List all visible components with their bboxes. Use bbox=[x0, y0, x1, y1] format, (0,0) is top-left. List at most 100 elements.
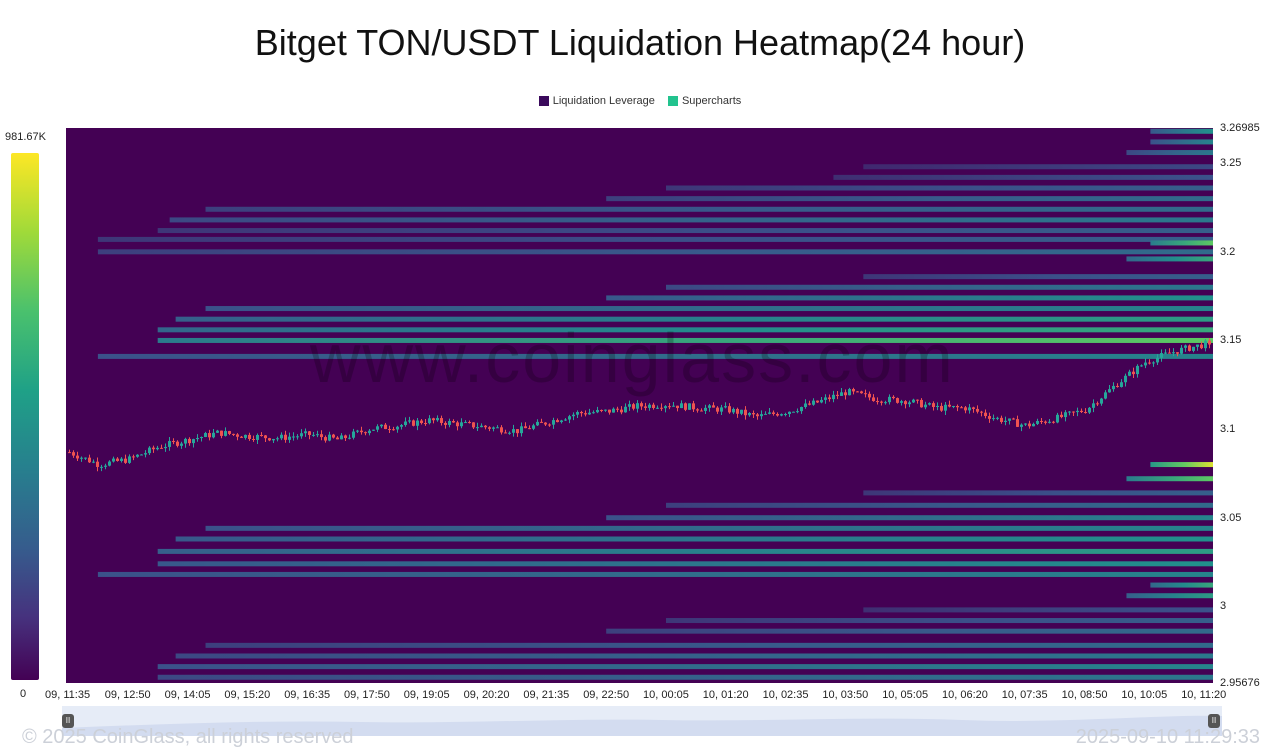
candle-body bbox=[792, 411, 795, 413]
scrollbar-right-handle[interactable]: II bbox=[1208, 714, 1220, 728]
candle-body bbox=[640, 403, 643, 407]
candle-body bbox=[732, 408, 735, 413]
candle-body bbox=[200, 436, 203, 439]
candle-body bbox=[360, 430, 363, 433]
legend-item-liquidation-leverage[interactable]: Liquidation Leverage bbox=[538, 95, 655, 107]
candle-body bbox=[252, 438, 255, 440]
candle-body bbox=[932, 403, 935, 408]
candle-body bbox=[692, 403, 695, 410]
candle-body bbox=[284, 434, 287, 440]
candle-body bbox=[216, 430, 219, 433]
candle-body bbox=[688, 403, 691, 410]
candle-body bbox=[468, 422, 471, 424]
candle-body bbox=[1032, 423, 1035, 427]
candle-body bbox=[1124, 375, 1127, 383]
candle-body bbox=[1140, 365, 1143, 367]
candle-body bbox=[592, 412, 595, 414]
scrollbar-preview bbox=[62, 715, 1222, 736]
candle-body bbox=[456, 422, 459, 427]
heat-band bbox=[1126, 150, 1213, 156]
candle-body bbox=[260, 434, 263, 436]
candle-body bbox=[1060, 414, 1063, 418]
x-tick-label: 09, 22:50 bbox=[583, 689, 630, 701]
candle-body bbox=[780, 414, 783, 416]
candle-body bbox=[256, 434, 259, 440]
colorbar bbox=[11, 153, 39, 680]
candle-body bbox=[472, 422, 475, 428]
candle-body bbox=[872, 397, 875, 402]
candle-body bbox=[948, 404, 951, 407]
heat-band bbox=[169, 217, 1213, 223]
legend-label-supercharts: Supercharts bbox=[681, 95, 742, 107]
heat-band bbox=[863, 164, 1213, 170]
heat-band bbox=[175, 536, 1213, 542]
candle-body bbox=[1028, 423, 1031, 427]
candle-body bbox=[424, 423, 427, 425]
candle-body bbox=[952, 406, 955, 408]
candle-body bbox=[488, 427, 491, 429]
candle-body bbox=[824, 397, 827, 400]
candle-body bbox=[336, 437, 339, 440]
candle-body bbox=[96, 461, 99, 467]
scrollbar-left-handle[interactable]: II bbox=[62, 714, 74, 728]
candle-body bbox=[728, 406, 731, 413]
candle-body bbox=[964, 407, 967, 411]
candle-body bbox=[416, 420, 419, 426]
legend-swatch-liquidation-leverage bbox=[538, 96, 549, 106]
candle-body bbox=[1164, 352, 1167, 354]
x-tick-label: 09, 21:35 bbox=[523, 689, 570, 701]
candle-body bbox=[684, 403, 687, 410]
heat-band bbox=[157, 228, 1214, 234]
candle-body bbox=[816, 400, 819, 403]
heat-band bbox=[157, 327, 1214, 333]
candle-body bbox=[1000, 417, 1003, 422]
range-scrollbar[interactable] bbox=[62, 706, 1222, 736]
heat-band bbox=[205, 206, 1214, 212]
candle-body bbox=[880, 401, 883, 403]
candle-body bbox=[1116, 385, 1119, 387]
candle-body bbox=[720, 407, 723, 412]
heat-band bbox=[205, 306, 1214, 312]
candle-body bbox=[1132, 371, 1135, 375]
legend-item-supercharts[interactable]: Supercharts bbox=[667, 95, 742, 107]
y-tick-label: 3 bbox=[1220, 600, 1227, 613]
heat-band bbox=[157, 664, 1214, 670]
heat-band bbox=[1126, 256, 1213, 262]
candle-body bbox=[888, 396, 891, 403]
x-tick-label: 09, 19:05 bbox=[403, 689, 450, 701]
x-tick-label: 09, 17:50 bbox=[344, 689, 390, 701]
candle-body bbox=[492, 427, 495, 429]
candle-body bbox=[668, 406, 671, 408]
candle-body bbox=[180, 443, 183, 446]
candle-body bbox=[616, 408, 619, 410]
candle-body bbox=[348, 437, 351, 439]
candle-body bbox=[1012, 418, 1015, 420]
candle-body bbox=[312, 434, 315, 436]
candle-body bbox=[340, 435, 343, 440]
x-tick-label: 10, 08:50 bbox=[1061, 689, 1108, 701]
heat-band bbox=[1150, 582, 1213, 588]
candle-body bbox=[484, 425, 487, 428]
candle-body bbox=[108, 461, 111, 466]
legend-label-liquidation-leverage: Liquidation Leverage bbox=[552, 95, 655, 107]
heat-band bbox=[1150, 462, 1213, 468]
candle-body bbox=[1020, 424, 1023, 427]
candle-body bbox=[1176, 352, 1179, 354]
candle-body bbox=[600, 409, 603, 411]
candle-body bbox=[164, 446, 167, 449]
heat-band bbox=[666, 502, 1213, 508]
heat-band bbox=[1150, 128, 1213, 134]
candle-body bbox=[1148, 362, 1151, 364]
x-tick-label: 09, 14:05 bbox=[164, 689, 211, 701]
candle-body bbox=[664, 406, 667, 409]
candle-body bbox=[452, 421, 455, 423]
y-tick-label: 3.05 bbox=[1220, 511, 1242, 524]
candle-body bbox=[308, 431, 311, 435]
candle-body bbox=[828, 397, 831, 400]
candle-body bbox=[268, 438, 271, 441]
heat-band bbox=[97, 249, 1213, 255]
candle-body bbox=[564, 419, 567, 421]
candle-body bbox=[1184, 345, 1187, 348]
heat-band bbox=[1126, 593, 1213, 599]
